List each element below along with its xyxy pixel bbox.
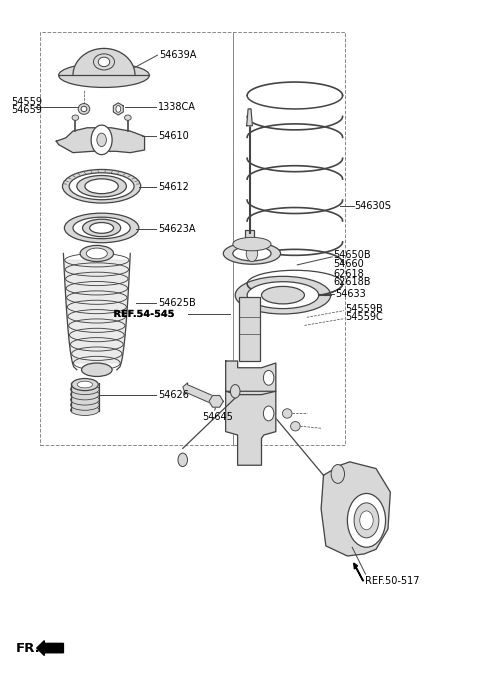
Text: 54612: 54612 [158,182,189,192]
Circle shape [116,105,120,112]
Circle shape [264,371,274,385]
Ellipse shape [98,57,110,67]
Text: 54659: 54659 [11,105,42,115]
Text: 62618: 62618 [333,269,364,279]
Ellipse shape [71,384,99,395]
Ellipse shape [62,169,141,203]
Text: REF.50-517: REF.50-517 [365,576,420,586]
Bar [245,230,254,250]
Ellipse shape [71,394,99,405]
FancyArrow shape [354,563,363,581]
Ellipse shape [94,54,115,70]
Ellipse shape [290,421,300,431]
Ellipse shape [233,238,271,251]
Text: 62618B: 62618B [333,277,371,288]
Circle shape [331,464,345,483]
Polygon shape [321,462,390,556]
Ellipse shape [233,246,271,261]
Polygon shape [64,260,130,363]
Ellipse shape [90,223,114,234]
Ellipse shape [262,286,304,304]
Text: 54626: 54626 [158,389,189,400]
Ellipse shape [78,103,90,114]
Text: 54625B: 54625B [158,298,196,308]
Polygon shape [226,361,276,395]
Circle shape [264,406,274,421]
Polygon shape [209,396,223,407]
Ellipse shape [59,63,149,88]
Circle shape [230,385,240,398]
Text: 54610: 54610 [158,131,189,141]
FancyArrow shape [183,383,217,405]
Ellipse shape [282,409,292,418]
Circle shape [246,246,258,261]
Ellipse shape [71,400,99,410]
Ellipse shape [81,106,87,111]
Polygon shape [226,392,276,465]
Text: 54623A: 54623A [158,223,195,234]
Text: 54639A: 54639A [159,50,196,60]
Ellipse shape [73,217,130,239]
Text: 54559B: 54559B [345,304,383,314]
Text: 54559: 54559 [11,97,42,107]
FancyArrow shape [36,641,63,655]
Text: 54633: 54633 [336,289,366,299]
Text: FR.: FR. [16,641,40,655]
Polygon shape [247,109,252,126]
Text: REF.54-545: REF.54-545 [114,309,174,319]
Text: 54650B: 54650B [333,250,371,261]
Ellipse shape [77,381,93,388]
Ellipse shape [83,219,120,237]
Bar [239,297,260,361]
Text: 54645: 54645 [202,412,233,422]
Circle shape [91,125,112,155]
Text: 54630S: 54630S [355,201,391,211]
Ellipse shape [77,176,126,197]
Circle shape [178,453,188,466]
Ellipse shape [223,243,281,264]
Circle shape [360,511,373,530]
Ellipse shape [247,281,319,308]
Ellipse shape [86,248,108,259]
Ellipse shape [72,379,98,391]
Circle shape [354,503,379,538]
Circle shape [97,133,107,146]
Ellipse shape [80,246,114,261]
Ellipse shape [82,363,112,377]
Bar [233,32,345,445]
Bar [39,32,233,445]
Ellipse shape [69,173,134,200]
Ellipse shape [64,213,139,243]
Polygon shape [73,49,135,76]
Text: 54559C: 54559C [345,312,383,322]
Ellipse shape [72,115,79,120]
Ellipse shape [124,115,131,120]
Polygon shape [113,103,123,115]
Text: 1338CA: 1338CA [158,102,196,112]
Circle shape [348,493,385,547]
Ellipse shape [71,405,99,416]
Ellipse shape [85,179,118,194]
Ellipse shape [71,389,99,400]
Ellipse shape [235,276,331,314]
Text: 54660: 54660 [333,259,364,269]
Polygon shape [56,128,144,153]
